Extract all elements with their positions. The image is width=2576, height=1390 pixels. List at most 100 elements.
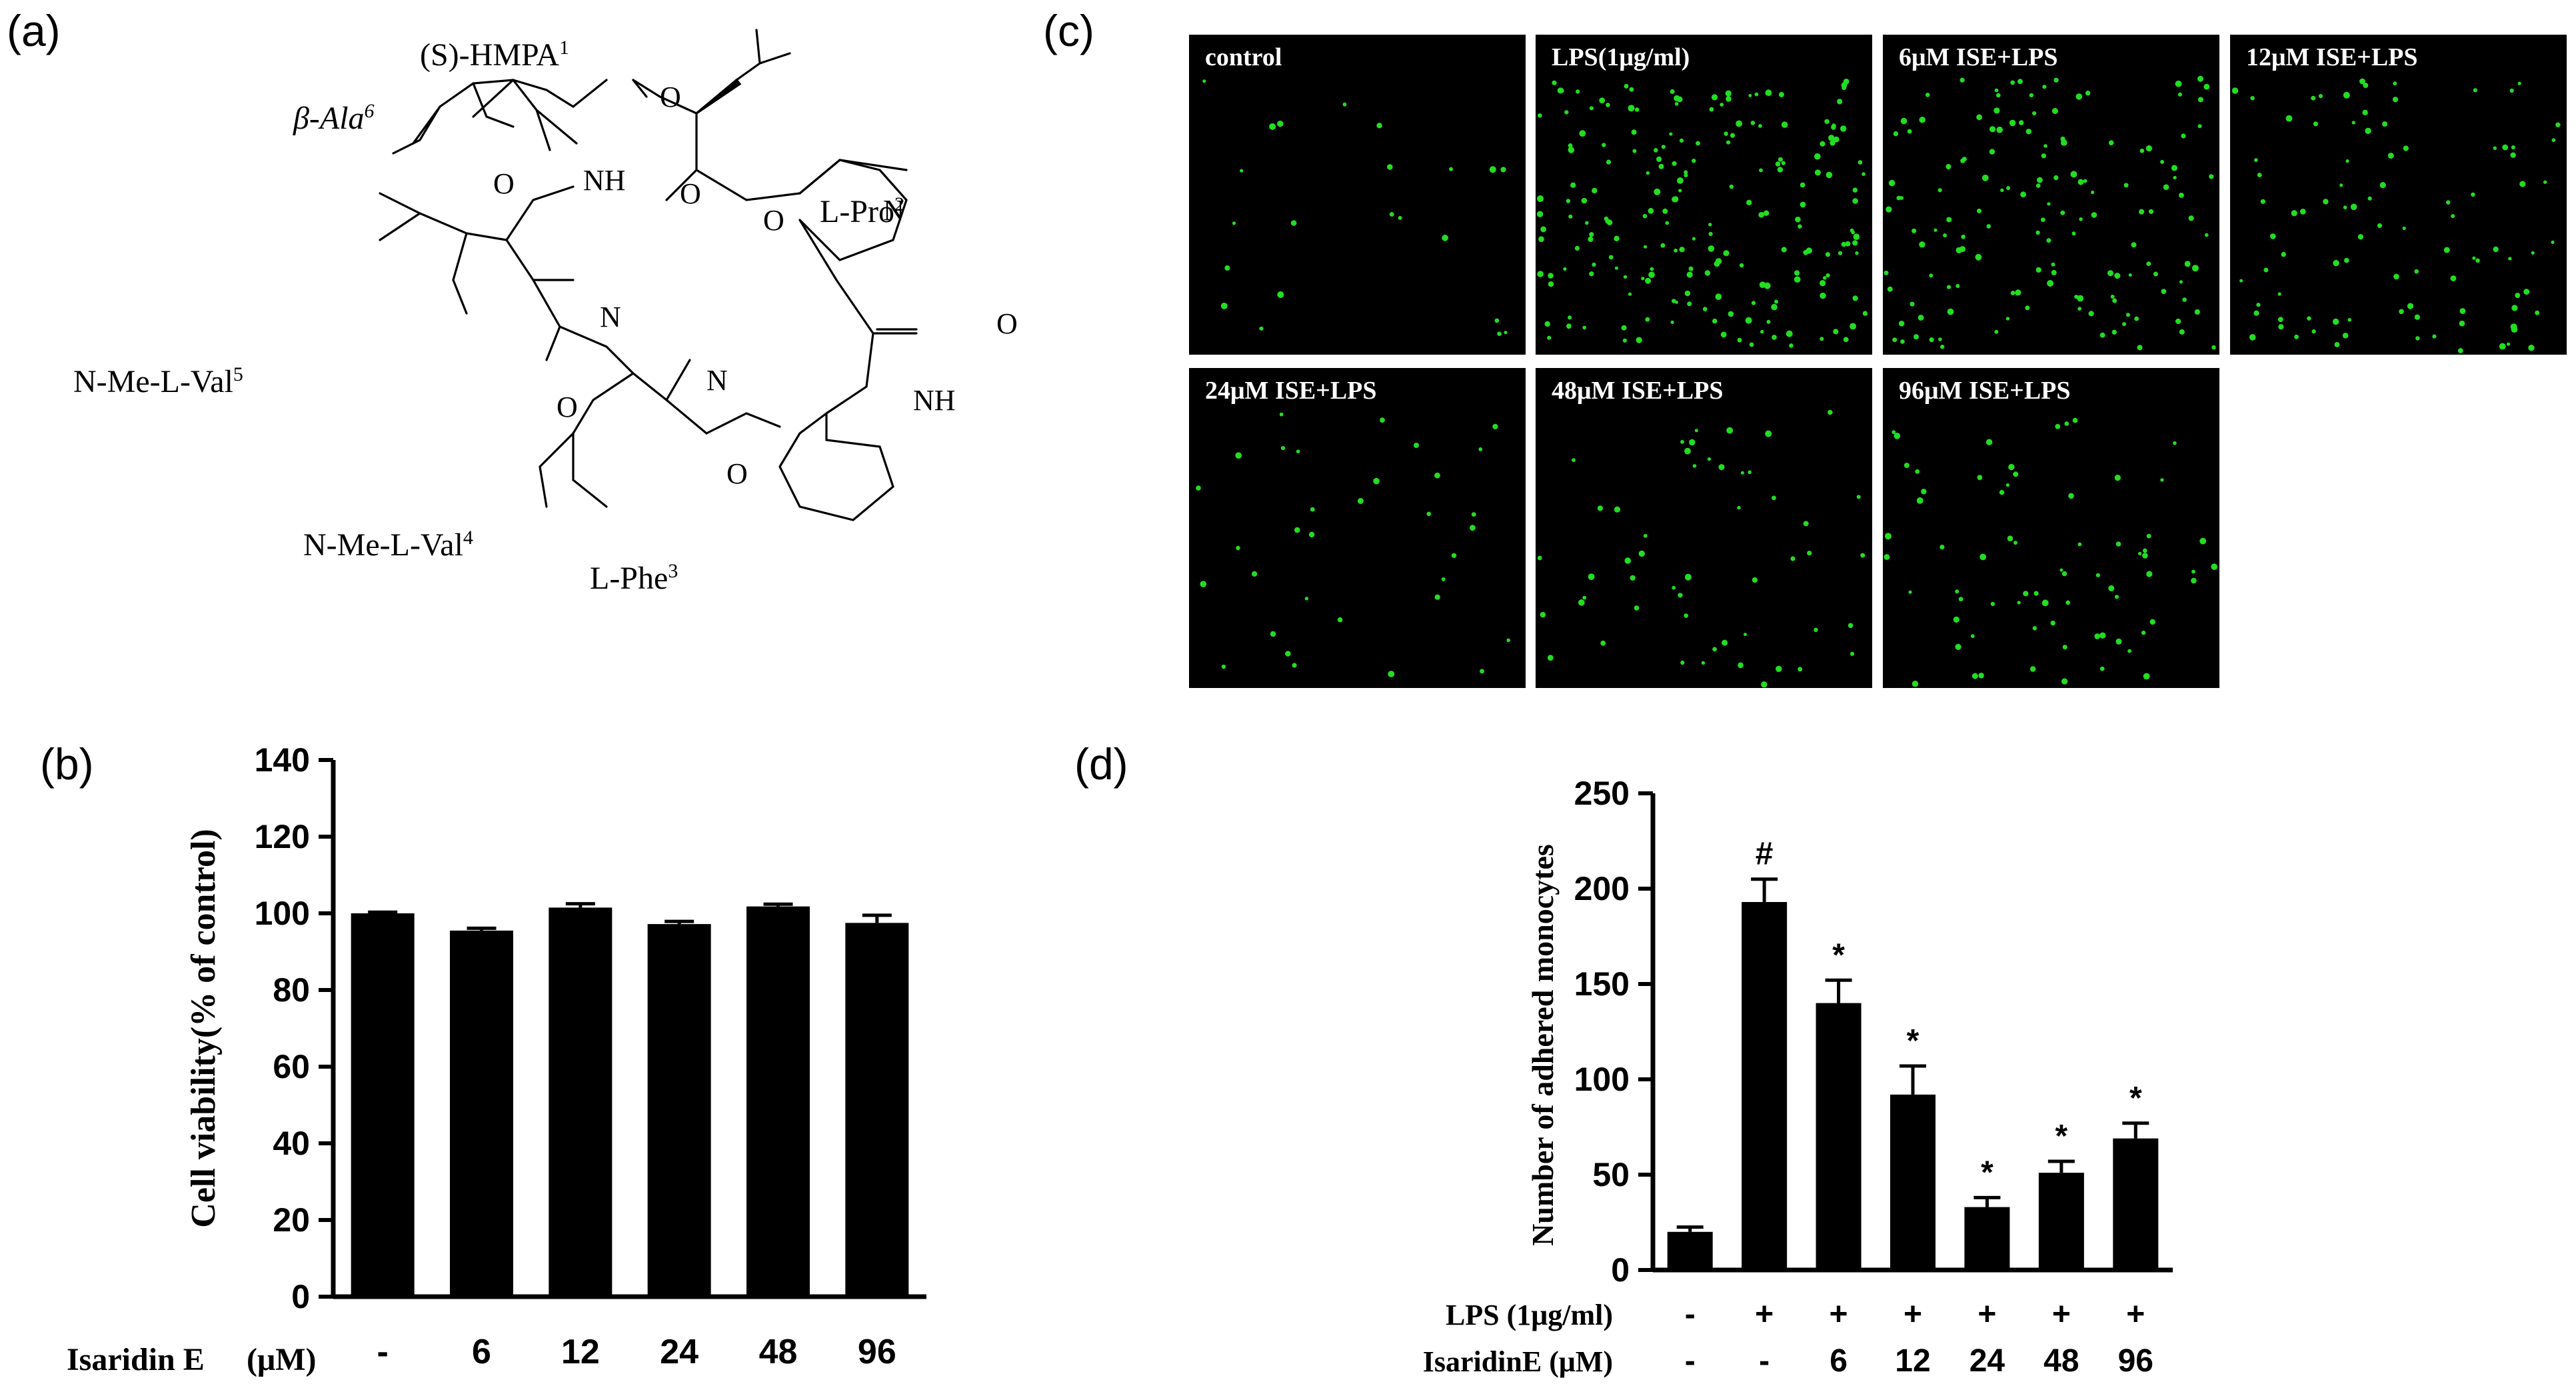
micrograph-3: 12μM ISE+LPS xyxy=(2230,35,2567,355)
y-axis-label: Cell viability(% of control) xyxy=(185,829,223,1227)
residue-label-val4: N-Me-L-Val4 xyxy=(303,527,473,563)
y-tick-label: 100 xyxy=(1574,1061,1630,1098)
significance-mark: * xyxy=(1981,1155,1993,1190)
panel-label-d: (d) xyxy=(1074,739,1128,789)
x-tick-label: 24 xyxy=(660,1333,698,1371)
micrograph-6: 96μM ISE+LPS xyxy=(1883,368,2219,688)
ise-row-value: 48 xyxy=(2043,1343,2079,1379)
atom-o-pro: O xyxy=(996,307,1018,340)
bala-chain xyxy=(412,79,515,145)
bar xyxy=(450,930,513,1297)
x-axis-unit: (μM) xyxy=(247,1342,316,1377)
atom-n-val5: N xyxy=(600,301,621,333)
y-tick-label: 80 xyxy=(273,971,310,1009)
significance-mark: # xyxy=(1756,837,1774,872)
y-tick-label: 150 xyxy=(1574,965,1630,1003)
atom-n-val4: N xyxy=(706,364,728,397)
y-tick-label: 0 xyxy=(1611,1251,1630,1289)
ise-row-value: - xyxy=(1759,1343,1770,1379)
micrograph-label: 96μM ISE+LPS xyxy=(1899,377,2071,405)
panel-label-b: (b) xyxy=(40,739,94,789)
row-label-lps: LPS (1μg/ml) xyxy=(1446,1299,1613,1331)
micrograph-label: 48μM ISE+LPS xyxy=(1552,377,1724,405)
atom-o-val5: O xyxy=(493,167,515,200)
ise-row-value: 12 xyxy=(1895,1343,1930,1379)
significance-mark: * xyxy=(2129,1081,2142,1116)
y-tick-label: 200 xyxy=(1574,870,1630,907)
lps-row-value: + xyxy=(2126,1297,2145,1332)
x-tick-label: 96 xyxy=(858,1333,896,1371)
y-tick-label: 250 xyxy=(1574,775,1630,812)
bar xyxy=(1667,1231,1713,1270)
chart-cell-viability: 0 20 40 60 80 100 120 140 Cell viability(% of co… xyxy=(67,741,926,1377)
lps-row-value: + xyxy=(2052,1297,2071,1332)
lps-row-value: - xyxy=(1685,1297,1696,1332)
x-tick-label: - xyxy=(377,1333,389,1371)
micrograph-label: LPS(1μg/ml) xyxy=(1552,43,1690,71)
atom-n-pro: N xyxy=(883,194,904,227)
atom-o-val4: O xyxy=(557,391,578,423)
bar xyxy=(1890,1094,1935,1270)
bar xyxy=(549,907,613,1297)
bar xyxy=(746,906,810,1297)
wedge-bond xyxy=(695,78,742,115)
y-axis-label: Number of adhered monocytes xyxy=(1526,844,1560,1246)
ise-row-value: - xyxy=(1685,1343,1696,1379)
y-tick-label: 20 xyxy=(273,1201,310,1239)
y-tick-label: 140 xyxy=(255,741,310,779)
bar xyxy=(647,924,711,1297)
bar xyxy=(1742,902,1788,1270)
lps-row-value: + xyxy=(1904,1297,1922,1332)
chemical-structure: O NH O O O N N O N NH O O xyxy=(379,29,1018,521)
panel-label-a: (a) xyxy=(7,6,61,55)
residue-label-pro: L-Pro2 xyxy=(820,193,904,229)
atom-o-bala: O xyxy=(680,177,701,210)
lps-row-value: + xyxy=(1977,1297,1996,1332)
y-tick-label: 100 xyxy=(255,895,310,932)
residue-label-bala: β-Ala6 xyxy=(293,100,375,136)
significance-mark: * xyxy=(2055,1119,2068,1154)
lps-row-value: + xyxy=(1830,1297,1848,1332)
micrograph-2: 6μM ISE+LPS xyxy=(1883,35,2219,355)
bar xyxy=(1964,1207,2010,1270)
atom-nh-phe: NH xyxy=(913,384,956,417)
micrograph-4: 24μM ISE+LPS xyxy=(1189,368,1526,688)
micrograph-label: 6μM ISE+LPS xyxy=(1899,43,2058,71)
micrograph-1: LPS(1μg/ml) xyxy=(1536,35,1872,355)
ise-row-value: 6 xyxy=(1830,1343,1848,1379)
y-tick-label: 0 xyxy=(291,1278,310,1315)
y-tick-label: 60 xyxy=(273,1048,310,1085)
micrograph-5: 48μM ISE+LPS xyxy=(1536,368,1872,688)
y-tick-label: 120 xyxy=(255,818,310,855)
x-tick-label: 12 xyxy=(561,1333,600,1371)
row-label-isaridine: IsaridinE (μM) xyxy=(1423,1345,1613,1378)
atom-o-phe: O xyxy=(726,457,748,490)
atom-o-ester: O xyxy=(660,81,681,113)
atom-o-hmpa: O xyxy=(763,204,784,237)
micrograph-label: 24μM ISE+LPS xyxy=(1205,377,1377,405)
x-tick-label: 48 xyxy=(759,1333,798,1371)
isobutyl-bond xyxy=(735,29,791,81)
micrograph-label: control xyxy=(1205,43,1282,71)
micrograph-0: control xyxy=(1189,35,1526,355)
residue-label-phe: L-Phe3 xyxy=(590,560,678,596)
x-tick-label: 6 xyxy=(472,1333,491,1371)
ise-row-value: 96 xyxy=(2118,1343,2153,1379)
bar xyxy=(1816,1003,1862,1270)
chart-adhered-monocytes: 0 50 100 150 200 250 Number of adhered monocyt… xyxy=(1423,775,2173,1379)
significance-mark: * xyxy=(1832,937,1845,973)
residue-label-val5: N-Me-L-Val5 xyxy=(73,363,243,399)
panel-label-c: (c) xyxy=(1043,6,1094,55)
atom-nh-bala: NH xyxy=(583,164,626,197)
x-axis-label: Isaridin E xyxy=(67,1342,205,1377)
residue-label-hmpa: (S)-HMPA1 xyxy=(420,37,569,73)
bar xyxy=(845,923,909,1297)
lps-row-value: + xyxy=(1755,1297,1774,1332)
ise-row-value: 24 xyxy=(1969,1343,2005,1379)
micrograph-label: 12μM ISE+LPS xyxy=(2246,43,2418,71)
significance-mark: * xyxy=(1907,1023,1920,1059)
y-tick-label: 40 xyxy=(273,1125,310,1162)
bar xyxy=(351,913,415,1297)
y-tick-label: 50 xyxy=(1592,1156,1630,1193)
bar xyxy=(2113,1138,2159,1270)
